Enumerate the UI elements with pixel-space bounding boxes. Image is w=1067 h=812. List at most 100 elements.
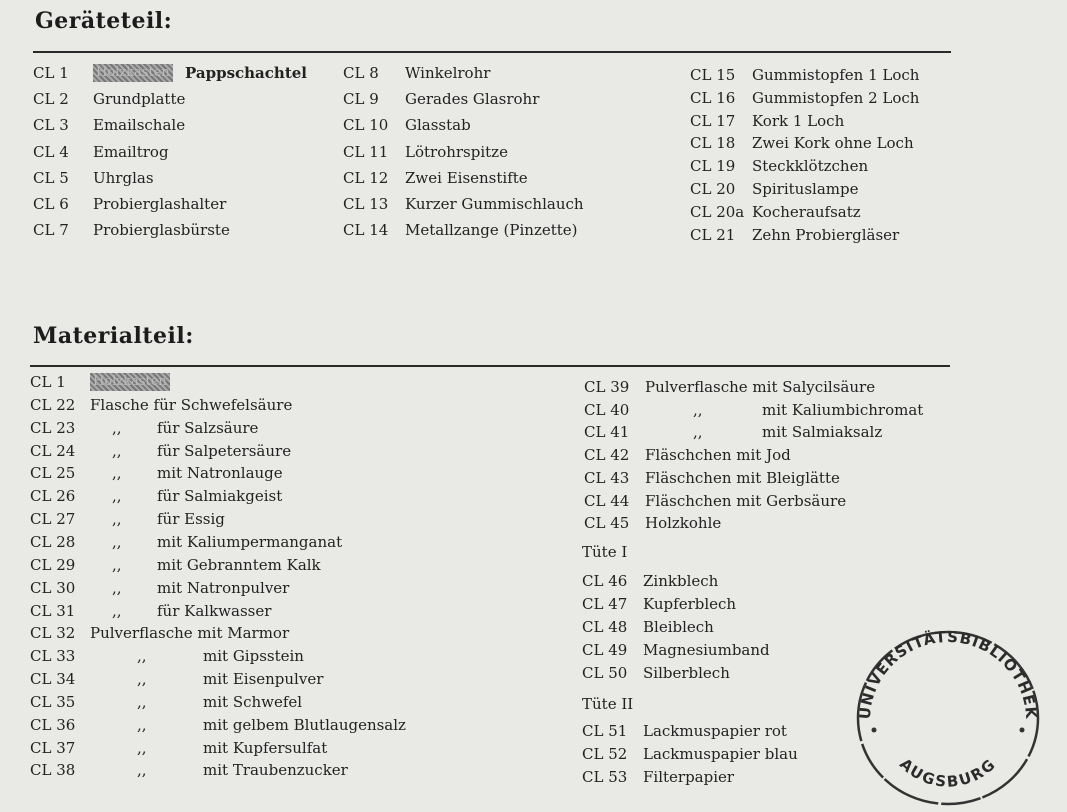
item-name: Fläschchen mit Gerbsäure <box>645 491 847 510</box>
item-code: CL 11 <box>343 142 389 161</box>
item-code: CL 41 <box>584 423 630 442</box>
item-name: Glasstab <box>405 116 471 135</box>
ditto-mark: ,, <box>693 423 703 442</box>
redacted-text: Holzkasten <box>90 373 170 391</box>
item-code: CL 31 <box>30 601 76 620</box>
item-code: CL 43 <box>584 468 630 487</box>
item-name: mit Natronpulver <box>157 578 290 597</box>
item-code: CL 30 <box>30 578 76 597</box>
ditto-mark: ,, <box>112 532 122 551</box>
item-name: mit Traubenzucker <box>203 761 348 780</box>
item-name: Zinkblech <box>643 572 719 590</box>
item-code: CL 13 <box>343 195 389 213</box>
item-name: Zehn Probiergläser <box>752 225 900 244</box>
materialteil-rule <box>30 365 950 367</box>
item-name: für Kalkwasser <box>157 601 272 620</box>
item-code: CL 27 <box>30 510 76 529</box>
item-code: CL 46 <box>582 572 628 590</box>
item-code: CL 20 <box>690 180 736 198</box>
materialteil-heading: Materialteil: <box>33 323 194 349</box>
item-name: Pulverflasche mit Marmor <box>90 624 290 643</box>
geraeteteil-heading: Geräteteil: <box>35 8 173 34</box>
item-code: CL 52 <box>582 745 628 763</box>
item-code: CL 37 <box>30 738 76 757</box>
ditto-mark: ,, <box>137 738 147 757</box>
item-name: Metallzange (Pinzette) <box>405 221 578 240</box>
item-name: Winkelrohr <box>405 64 491 82</box>
item-code: CL 4 <box>33 142 69 161</box>
item-code: CL 53 <box>582 768 628 786</box>
item-name: Magnesiumband <box>643 641 770 659</box>
item-name: für Salmiakgeist <box>157 487 283 506</box>
svg-text:AUGSBURG: AUGSBURG <box>896 755 1000 791</box>
item-name: mit Eisenpulver <box>203 670 324 689</box>
ditto-mark: ,, <box>693 400 703 419</box>
item-name: Zwei Eisenstifte <box>405 168 528 187</box>
item-name: für Salzsäure <box>157 418 259 437</box>
ditto-mark: ,, <box>137 647 147 666</box>
item-name: mit Kaliumpermanganat <box>157 532 343 551</box>
ditto-mark: ,, <box>112 418 122 437</box>
item-code: CL 21 <box>690 225 736 244</box>
ditto-mark: ,, <box>112 510 122 529</box>
item-name: Pulverflasche mit Salycilsäure <box>645 378 876 396</box>
item-code: CL 47 <box>582 595 628 613</box>
item-code: CL 5 <box>33 168 69 187</box>
item-code: CL 12 <box>343 168 389 187</box>
item-name: mit Gebranntem Kalk <box>157 555 321 574</box>
item-code: CL 6 <box>33 195 69 213</box>
tuete2-heading: Tüte II <box>582 695 634 713</box>
item-name: Lackmuspapier blau <box>643 745 798 763</box>
item-name: mit Salmiaksalz <box>762 423 883 442</box>
item-code: CL 32 <box>30 624 76 643</box>
item-name: Holzkohle <box>645 514 722 533</box>
item-code: CL 2 <box>33 90 69 109</box>
item-name: Zwei Kork ohne Loch <box>752 134 914 153</box>
item-name: Probierglasbürste <box>93 221 230 240</box>
item-code: CL 9 <box>343 90 379 109</box>
item-name: Filterpapier <box>643 768 735 786</box>
item-name: Lackmuspapier rot <box>643 722 787 740</box>
item-code: CL 36 <box>30 715 76 734</box>
item-code: CL 23 <box>30 418 76 437</box>
item-name: mit Schwefel <box>203 692 303 711</box>
item-name: Kurzer Gummischlauch <box>405 195 584 213</box>
item-code: CL 42 <box>584 446 630 465</box>
item-code: CL 50 <box>582 664 628 682</box>
item-name: Uhrglas <box>93 168 154 187</box>
item-code: CL 34 <box>30 670 76 689</box>
ditto-mark: ,, <box>112 487 122 506</box>
item-code: CL 3 <box>33 116 69 135</box>
item-name: Lötrohrspitze <box>405 142 508 161</box>
item-name: Silberblech <box>643 664 730 682</box>
item-name: Steckklötzchen <box>752 157 869 176</box>
ditto-mark: ,, <box>137 761 147 780</box>
item-code: CL 24 <box>30 441 76 460</box>
item-code: CL 49 <box>582 641 628 659</box>
item-name: für Essig <box>157 510 225 529</box>
svg-text:UNIVERSITÄTSBIBLIOTHEK: UNIVERSITÄTSBIBLIOTHEK <box>856 628 1040 721</box>
item-code: CL 40 <box>584 400 630 419</box>
item-name: Spirituslampe <box>752 180 859 198</box>
item-code: CL 14 <box>343 221 389 240</box>
item-code: CL 26 <box>30 487 76 506</box>
redacted-text: Holzkasten <box>93 64 173 82</box>
item-code: CL 28 <box>30 532 76 551</box>
item-name: Fläschchen mit Bleiglätte <box>645 468 840 487</box>
item-code: CL 18 <box>690 134 736 153</box>
ditto-mark: ,, <box>137 692 147 711</box>
item-code: CL 19 <box>690 157 736 176</box>
item-name: mit Natronlauge <box>157 464 283 483</box>
item-name: Gummistopfen 2 Loch <box>752 88 920 107</box>
item-code: CL 7 <box>33 221 69 240</box>
item-code: CL 15 <box>690 66 736 84</box>
item-name: Emailtrog <box>93 142 169 161</box>
item-code: CL 10 <box>343 116 389 135</box>
item-name: Grundplatte <box>93 90 186 109</box>
item-name: mit Kupfersulfat <box>203 738 328 757</box>
item-name: Probierglashalter <box>93 195 227 213</box>
item-name: Flasche für Schwefelsäure <box>90 395 293 414</box>
geraeteteil-rule <box>33 51 951 53</box>
item-name: Pappschachtel <box>185 64 307 82</box>
item-code: CL 1 <box>30 373 66 391</box>
